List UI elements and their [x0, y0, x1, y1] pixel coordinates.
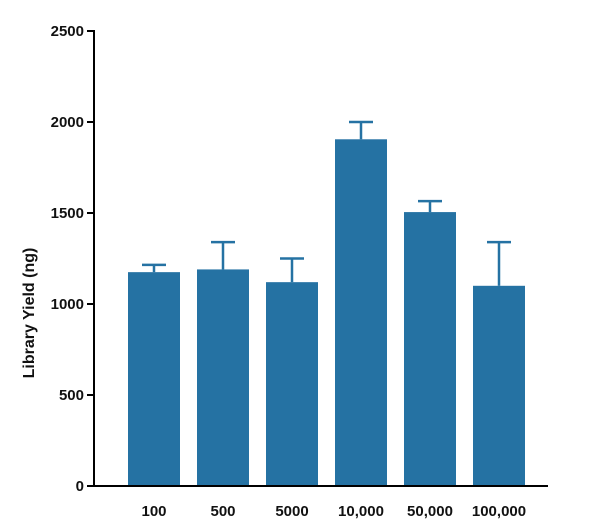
bar — [197, 269, 249, 486]
x-tick-label: 100 — [141, 503, 166, 520]
y-tick-label: 1500 — [51, 205, 84, 222]
bar — [473, 285, 525, 486]
y-axis-title: Library Yield (ng) — [21, 248, 38, 379]
bar — [335, 139, 387, 487]
x-tick-label: 50,000 — [407, 503, 453, 520]
x-tick-label: 5000 — [275, 503, 308, 520]
bar — [128, 272, 180, 486]
y-tick-label: 1000 — [51, 296, 84, 313]
x-tick-label: 10,000 — [338, 503, 384, 520]
error-bars — [142, 120, 511, 286]
y-tick-label: 2500 — [51, 23, 84, 40]
bars — [128, 139, 525, 487]
y-axis-ticks: 0 500 1000 1500 2000 2500 — [51, 23, 94, 495]
y-tick-label: 500 — [59, 387, 84, 404]
bar — [266, 282, 318, 486]
x-axis-tick-labels: 100 500 5000 10,000 50,000 100,000 — [141, 503, 526, 520]
x-tick-label: 100,000 — [472, 503, 526, 520]
y-tick-label: 0 — [76, 478, 84, 495]
y-tick-label: 2000 — [51, 114, 84, 131]
x-tick-label: 500 — [210, 503, 235, 520]
bar — [404, 212, 456, 486]
